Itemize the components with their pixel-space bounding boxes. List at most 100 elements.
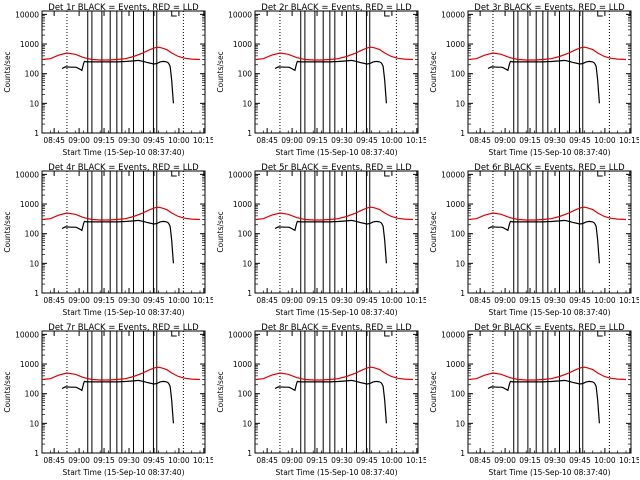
plot-frame [467,170,632,294]
x-tick-label: 09:15 [306,456,328,465]
x-tick-label: 10:15 [406,296,426,305]
x-tick-label: 08:45 [43,296,65,305]
y-axis-label: Counts/sec [429,211,438,252]
detector-panel-5: Det 5r BLACK = Events, RED = LLD Counts/s… [213,160,426,320]
y-axis-label: Counts/sec [3,371,12,412]
x-tick-label: 09:15 [306,136,328,145]
panel-plot: Det 9r BLACK = Events, RED = LLD Counts/s… [429,323,639,477]
x-tick-label: 09:45 [569,136,591,145]
y-tick-label: 10 [29,99,39,108]
x-axis-label: Start Time (15-Sep-10 08:37:40) [63,308,185,317]
x-tick-label: 09:00 [68,456,90,465]
y-tick-label: 10 [242,259,252,268]
y-tick-label: 100 [451,230,466,239]
x-tick-label: 10:00 [168,296,190,305]
detector-panel-9: Det 9r BLACK = Events, RED = LLD Counts/s… [426,320,639,480]
y-tick-label: 100 [25,70,40,79]
top-bracket-mark [171,171,177,177]
x-tick-label: 08:45 [43,136,65,145]
x-tick-label: 10:00 [381,296,403,305]
x-tick-label: 08:45 [256,296,278,305]
events-series-line [61,379,174,424]
y-tick-label: 100 [238,390,253,399]
lld-series-line [467,46,627,61]
x-tick-label: 09:30 [118,296,140,305]
y-tick-label: 10 [29,419,39,428]
x-tick-label: 09:00 [494,136,516,145]
x-tick-label: 10:15 [406,456,426,465]
detector-panel-1: Det 1r BLACK = Events, RED = LLD Counts/s… [0,0,213,160]
y-tick-label: 1000 [20,360,39,369]
detector-panel-7: Det 7r BLACK = Events, RED = LLD Counts/s… [0,320,213,480]
y-axis-label: Counts/sec [429,371,438,412]
y-tick-label: 1 [460,449,465,458]
y-tick-label: 1000 [233,360,252,369]
y-tick-label: 1 [34,129,39,138]
detector-panel-2: Det 2r BLACK = Events, RED = LLD Counts/s… [213,0,426,160]
plot-frame [41,10,206,134]
lld-series-line [254,46,414,61]
x-tick-label: 09:00 [281,136,303,145]
lld-series-line [254,366,414,381]
detector-panel-6: Det 6r BLACK = Events, RED = LLD Counts/s… [426,160,639,320]
events-series-line [487,219,600,264]
y-tick-label: 10000 [228,330,252,339]
panel-title: Det 5r BLACK = Events, RED = LLD [261,163,412,173]
x-axis-label: Start Time (15-Sep-10 08:37:40) [489,148,611,157]
detector-panel-3: Det 3r BLACK = Events, RED = LLD Counts/s… [426,0,639,160]
x-tick-label: 09:15 [519,456,541,465]
panel-title: Det 9r BLACK = Events, RED = LLD [474,323,625,333]
y-axis-label: Counts/sec [3,51,12,92]
x-tick-label: 08:45 [256,136,278,145]
x-tick-label: 08:45 [43,456,65,465]
y-tick-label: 10000 [15,10,39,19]
x-tick-label: 10:00 [168,136,190,145]
x-axis-label: Start Time (15-Sep-10 08:37:40) [489,308,611,317]
x-tick-label: 08:45 [256,456,278,465]
panel-plot: Det 8r BLACK = Events, RED = LLD Counts/s… [216,323,426,477]
panel-title: Det 4r BLACK = Events, RED = LLD [48,163,199,173]
plot-frame [41,330,206,454]
x-tick-label: 09:45 [143,136,165,145]
x-tick-label: 10:15 [619,136,639,145]
y-tick-label: 10000 [228,10,252,19]
x-tick-label: 09:15 [306,296,328,305]
y-tick-label: 1 [460,129,465,138]
y-tick-label: 1000 [20,200,39,209]
top-bracket-mark [384,331,390,337]
y-tick-label: 10000 [15,170,39,179]
x-axis-label: Start Time (15-Sep-10 08:37:40) [276,148,398,157]
x-tick-label: 09:00 [494,296,516,305]
events-series-line [487,379,600,424]
x-tick-label: 09:15 [519,296,541,305]
x-tick-label: 09:45 [143,456,165,465]
x-axis-label: Start Time (15-Sep-10 08:37:40) [276,468,398,477]
y-tick-label: 1 [34,289,39,298]
events-series-line [61,59,174,104]
x-tick-label: 09:00 [494,456,516,465]
events-series-line [274,59,387,104]
x-tick-label: 09:30 [544,296,566,305]
y-tick-label: 1000 [446,200,465,209]
x-tick-label: 09:45 [143,296,165,305]
y-tick-label: 10 [29,259,39,268]
x-tick-label: 09:00 [68,296,90,305]
panel-plot: Det 7r BLACK = Events, RED = LLD Counts/s… [3,323,213,477]
detector-panel-4: Det 4r BLACK = Events, RED = LLD Counts/s… [0,160,213,320]
detector-panel-8: Det 8r BLACK = Events, RED = LLD Counts/s… [213,320,426,480]
panel-title: Det 8r BLACK = Events, RED = LLD [261,323,412,333]
top-bracket-mark [597,11,603,17]
x-tick-label: 08:45 [469,136,491,145]
plot-frame [41,170,206,294]
y-tick-label: 1 [460,289,465,298]
y-tick-label: 1 [34,449,39,458]
panel-title: Det 3r BLACK = Events, RED = LLD [474,3,625,13]
y-tick-label: 10 [242,99,252,108]
x-tick-label: 10:00 [381,136,403,145]
lld-series-line [467,366,627,381]
x-tick-label: 09:30 [331,296,353,305]
x-tick-label: 10:00 [594,296,616,305]
y-tick-label: 10 [455,99,465,108]
x-tick-label: 10:15 [619,296,639,305]
panel-title: Det 7r BLACK = Events, RED = LLD [48,323,199,333]
